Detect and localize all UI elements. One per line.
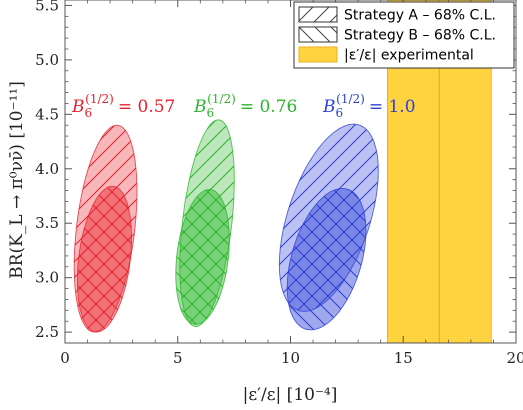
ellipse-strategy-b-2 xyxy=(286,187,367,331)
x-tick-label: 0 xyxy=(60,349,70,367)
y-tick-label: 5.0 xyxy=(35,51,59,69)
legend-swatch-hatch-b xyxy=(298,26,338,43)
legend-swatch-band xyxy=(298,46,338,63)
legend-label: |ε′/ε| experimental xyxy=(344,48,474,64)
x-tick-label: 20 xyxy=(506,349,523,367)
legend: Strategy A – 68% C.L. Strategy B – 68% C.… xyxy=(293,1,515,69)
ellipse-strategy-b-0 xyxy=(76,185,133,333)
group-label-symbol: B xyxy=(193,97,207,117)
ellipse-layer xyxy=(73,119,379,333)
y-tick-label: 4.0 xyxy=(35,160,59,178)
group-label-superscript: (1/2) xyxy=(85,92,114,106)
x-tick-label: 10 xyxy=(281,349,300,367)
y-tick-label: 4.5 xyxy=(35,105,59,123)
legend-label: Strategy A – 68% C.L. xyxy=(344,8,496,24)
group-label-subscript: 6 xyxy=(207,106,215,120)
group-label-value: = 1.0 xyxy=(369,97,416,117)
y-axis-label: BR(K_L → π⁰νν̄) [10⁻¹¹] xyxy=(7,81,27,279)
group-label-subscript: 6 xyxy=(336,106,344,120)
y-tick-label: 5.5 xyxy=(35,0,59,14)
y-tick-label: 3.0 xyxy=(35,269,59,287)
y-tick-label: 2.5 xyxy=(35,323,59,341)
group-label-value: = 0.76 xyxy=(240,97,298,117)
svg-text:B6(1/2)= 0.57: B6(1/2) = 0.57 xyxy=(71,92,175,120)
tick-layer: 0 5 10 15 20 2.5 3.0 3.5 4.0 4.5 5.0 5.5 xyxy=(35,0,523,367)
group-label-symbol: B xyxy=(322,97,336,117)
ellipse-strategy-b-1 xyxy=(175,189,230,325)
x-tick-label: 5 xyxy=(173,349,183,367)
legend-label: Strategy B – 68% C.L. xyxy=(344,28,496,44)
group-label-2: B6(1/2) = 1.0 xyxy=(322,92,416,120)
group-label-1: B6(1/2) = 0.76 xyxy=(193,92,297,120)
group-label-symbol: B xyxy=(71,97,85,117)
svg-text:B6(1/2)= 0.76: B6(1/2) = 0.76 xyxy=(193,92,297,120)
group-label-0: B6(1/2) = 0.57 xyxy=(71,92,175,120)
x-tick-label: 15 xyxy=(394,349,413,367)
x-axis-label: |ε′/ε| [10⁻⁴] xyxy=(243,385,338,405)
svg-text:B6(1/2)= 1.0: B6(1/2) = 1.0 xyxy=(322,92,416,120)
group-label-subscript: 6 xyxy=(85,106,93,120)
group-label-layer: B6(1/2) = 0.57 B6(1/2) = 0.76 B6(1/2) = 1.0 xyxy=(71,92,416,120)
y-tick-label: 3.5 xyxy=(35,214,59,232)
group-label-superscript: (1/2) xyxy=(207,92,236,106)
legend-swatch-hatch-a xyxy=(298,6,338,23)
group-label-value: = 0.57 xyxy=(118,97,176,117)
group-label-superscript: (1/2) xyxy=(336,92,365,106)
